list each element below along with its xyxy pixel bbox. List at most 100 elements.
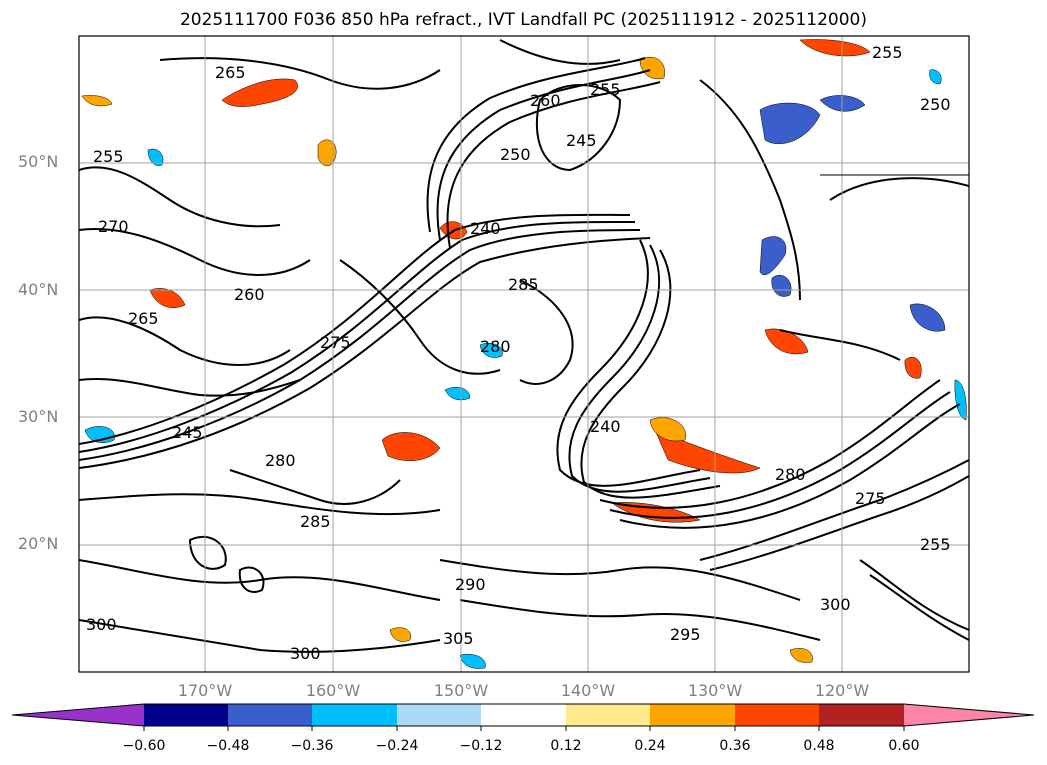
contour-line bbox=[499, 39, 621, 65]
contour-line bbox=[426, 57, 646, 233]
lon-label: 170°W bbox=[177, 681, 233, 700]
map-title: 2025111700 F036 850 hPa refract., IVT La… bbox=[179, 10, 867, 30]
lon-label: 130°W bbox=[687, 681, 743, 700]
map-plot-area: 265 260 255 250 245 240 270 275 280 285 … bbox=[79, 36, 969, 672]
colorbar-tick-label: 0.48 bbox=[803, 738, 835, 754]
lat-label: 30°N bbox=[18, 407, 59, 426]
shade-blob bbox=[789, 648, 813, 663]
contour-label: 260 bbox=[530, 91, 561, 110]
colorbar-segment bbox=[566, 704, 650, 726]
contour-line bbox=[79, 166, 281, 228]
contour-label: 300 bbox=[86, 615, 117, 634]
shade-blob bbox=[147, 148, 164, 166]
lat-label: 50°N bbox=[18, 152, 59, 171]
contour-label: 265 bbox=[128, 309, 159, 328]
contour-line bbox=[568, 244, 711, 493]
lon-label: 150°W bbox=[433, 681, 489, 700]
contour-line bbox=[439, 559, 801, 601]
contour-labels: 265 260 255 250 245 240 270 275 280 285 … bbox=[86, 43, 951, 663]
contour-line bbox=[79, 228, 311, 276]
contour-label: 245 bbox=[566, 131, 597, 150]
contour-label: 255 bbox=[93, 147, 124, 166]
contour-line bbox=[619, 403, 961, 529]
contour-line bbox=[339, 259, 501, 375]
shade-blob bbox=[639, 56, 665, 80]
contour-line bbox=[869, 574, 969, 641]
lat-label: 20°N bbox=[18, 534, 59, 553]
colorbar-tick-label: 0.12 bbox=[550, 738, 582, 754]
colorbar-extend-low bbox=[12, 704, 144, 726]
colorbar-segment bbox=[481, 704, 566, 726]
shade-blob bbox=[459, 654, 486, 669]
contour-line bbox=[79, 213, 631, 445]
colorbar-tick-label: −0.60 bbox=[122, 738, 166, 754]
colorbar-tick-label: −0.24 bbox=[375, 738, 419, 754]
contour-line bbox=[188, 535, 227, 570]
contour-label: 275 bbox=[320, 333, 351, 352]
contour-line bbox=[829, 177, 969, 201]
colorbar bbox=[11, 703, 1035, 731]
contour-label: 300 bbox=[290, 644, 321, 663]
contour-line bbox=[859, 559, 969, 631]
graticule bbox=[79, 36, 969, 672]
colorbar-segment bbox=[735, 704, 819, 726]
shade-blob bbox=[799, 39, 871, 57]
shading-layer bbox=[81, 39, 967, 669]
contour-line bbox=[699, 79, 801, 301]
colorbar-tick-label: 0.24 bbox=[634, 738, 666, 754]
contour-label: 255 bbox=[872, 43, 903, 62]
contour-line bbox=[79, 220, 636, 453]
shade-blob bbox=[904, 356, 922, 379]
colorbar-tick-label: −0.48 bbox=[206, 738, 250, 754]
contour-line bbox=[436, 69, 651, 241]
contour-label: 285 bbox=[508, 275, 539, 294]
shade-blob bbox=[81, 95, 113, 107]
contour-line bbox=[79, 619, 441, 653]
colorbar-tick-label: 0.60 bbox=[888, 738, 920, 754]
contour-label: 260 bbox=[234, 285, 265, 304]
colorbar-segment bbox=[819, 704, 904, 726]
contour-label: 305 bbox=[443, 629, 474, 648]
contour-line bbox=[709, 475, 969, 571]
shade-blob bbox=[759, 236, 787, 276]
contour-line bbox=[459, 599, 821, 641]
lon-label: 160°W bbox=[305, 681, 361, 700]
shade-blob bbox=[149, 288, 186, 308]
shade-blob bbox=[479, 342, 503, 358]
contour-label: 240 bbox=[590, 417, 621, 436]
shade-blob bbox=[929, 69, 942, 85]
contour-layer bbox=[79, 39, 969, 653]
contour-label: 290 bbox=[455, 575, 486, 594]
shade-blob bbox=[649, 417, 686, 442]
shade-blob bbox=[771, 274, 792, 297]
shade-blob bbox=[759, 102, 821, 145]
lon-label: 140°W bbox=[560, 681, 616, 700]
contour-label: 295 bbox=[670, 625, 701, 644]
shade-blob bbox=[444, 387, 471, 401]
shade-blob bbox=[221, 78, 298, 107]
colorbar-segment bbox=[228, 704, 312, 726]
colorbar-tick-label: 0.36 bbox=[719, 738, 751, 754]
contour-label: 265 bbox=[215, 63, 246, 82]
contour-line bbox=[779, 329, 901, 361]
contour-line bbox=[79, 378, 301, 397]
contour-label: 280 bbox=[480, 337, 511, 356]
contour-line bbox=[699, 459, 969, 561]
shade-blob bbox=[909, 303, 946, 332]
contour-label: 245 bbox=[172, 423, 203, 442]
contour-line bbox=[609, 391, 951, 519]
colorbar-segment bbox=[650, 704, 735, 726]
lat-label: 40°N bbox=[18, 280, 59, 299]
contour-line bbox=[535, 84, 622, 172]
contour-label: 270 bbox=[98, 217, 129, 236]
lon-label: 120°W bbox=[814, 681, 870, 700]
contour-label: 250 bbox=[920, 95, 951, 114]
colorbar-segment bbox=[144, 704, 228, 726]
contour-line bbox=[238, 566, 265, 593]
contour-label: 275 bbox=[855, 489, 886, 508]
contour-label: 240 bbox=[470, 219, 501, 238]
contour-line bbox=[79, 493, 441, 516]
contour-label: 255 bbox=[590, 80, 621, 99]
colorbar-segment bbox=[312, 704, 397, 726]
contour-label: 250 bbox=[500, 145, 531, 164]
